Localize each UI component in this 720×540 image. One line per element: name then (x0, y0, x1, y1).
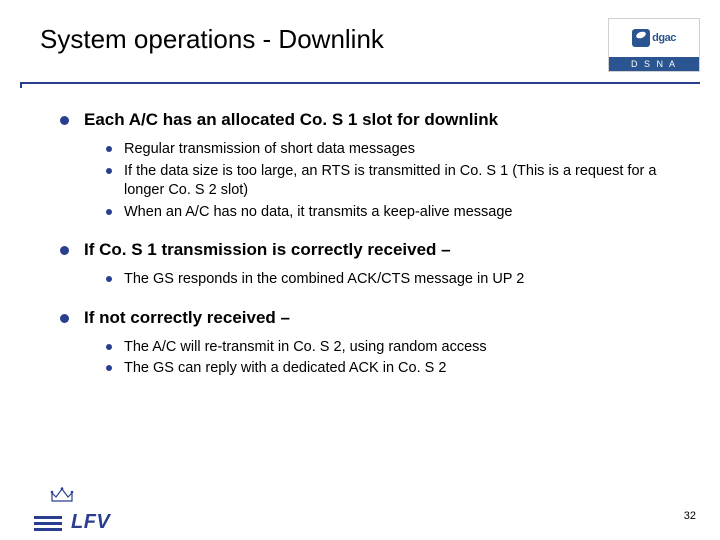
bullet-item: If Co. S 1 transmission is correctly rec… (60, 240, 690, 290)
lfv-text: LFV (71, 511, 110, 534)
dgac-text: dgac (652, 32, 676, 44)
dgac-logo-top: dgac (609, 19, 699, 57)
content-area: Each A/C has an allocated Co. S 1 slot f… (0, 88, 720, 379)
top-bullet-list: Each A/C has an allocated Co. S 1 slot f… (60, 110, 690, 379)
sub-bullet: Regular transmission of short data messa… (106, 140, 690, 160)
bullet-lead: Each A/C has an allocated Co. S 1 slot f… (84, 110, 690, 130)
bullet-lead: If not correctly received – (84, 308, 690, 328)
swoosh-icon (632, 29, 650, 47)
bullet-item: If not correctly received – The A/C will… (60, 308, 690, 379)
sub-bullet-list: The GS responds in the combined ACK/CTS … (106, 270, 690, 290)
sub-bullet: The A/C will re-transmit in Co. S 2, usi… (106, 338, 690, 358)
lfv-logo: LFV (34, 511, 110, 534)
dgac-logo: dgac D S N A (608, 18, 700, 72)
bullet-lead: If Co. S 1 transmission is correctly rec… (84, 240, 690, 260)
crown-icon (50, 487, 74, 508)
sub-bullet: When an A/C has no data, it transmits a … (106, 203, 690, 223)
bullet-item: Each A/C has an allocated Co. S 1 slot f… (60, 110, 690, 222)
sub-bullet-list: Regular transmission of short data messa… (106, 140, 690, 222)
slide: System operations - Downlink dgac D S N … (0, 0, 720, 540)
dsna-text: D S N A (609, 57, 699, 71)
sub-bullet: The GS responds in the combined ACK/CTS … (106, 270, 690, 290)
wings-icon (34, 516, 62, 534)
sub-bullet: If the data size is too large, an RTS is… (106, 162, 690, 201)
page-number: 32 (684, 510, 696, 522)
footer: LFV 32 (0, 484, 720, 540)
title-row: System operations - Downlink dgac D S N … (0, 0, 720, 72)
sub-bullet-list: The A/C will re-transmit in Co. S 2, usi… (106, 338, 690, 379)
sub-bullet: The GS can reply with a dedicated ACK in… (106, 359, 690, 379)
slide-title: System operations - Downlink (40, 18, 608, 55)
